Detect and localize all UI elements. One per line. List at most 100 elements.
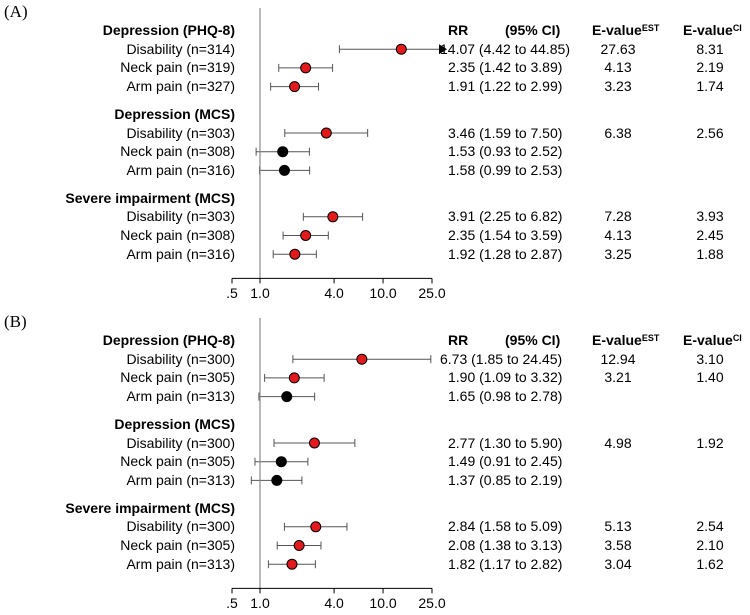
rr-ci-text: 3.46 (1.59 to 7.50): [448, 124, 563, 141]
rr-ci-text: 14.07 (4.42 to 44.85): [440, 40, 570, 57]
forest-plot-svg: [231, 318, 433, 594]
ci-arrow: [439, 44, 447, 55]
x-tick-label: 10.0: [369, 595, 397, 612]
row-label: Arm pain (n=316): [126, 245, 235, 262]
row-label: Disability (n=300): [126, 350, 235, 367]
group-title: Severe impairment (MCS): [65, 499, 235, 516]
e-value-est: 3.25: [604, 245, 632, 262]
e-value-ci: 2.19: [696, 59, 724, 76]
forest-plot-panel-a: (A) RR (95% CI) E-valueEST E-valueCI Depress…: [0, 0, 750, 305]
rr-ci-text: 2.35 (1.54 to 3.59): [448, 227, 563, 243]
row-label: Disability (n=303): [126, 124, 235, 141]
e-value-ci: 1.74: [696, 78, 724, 95]
e-value-ci: 2.45: [696, 227, 724, 243]
e-value-ci: 1.92: [696, 434, 724, 451]
e-value-est: 12.94: [600, 350, 636, 367]
group-title: Depression (PHQ-8): [102, 332, 235, 348]
e-value-ci: 1.40: [696, 369, 724, 386]
e-value-ci-header: E-valueCI: [683, 22, 742, 38]
e-value-ci: 2.10: [696, 537, 724, 553]
x-tick-label: 1.0: [250, 285, 270, 302]
row-label: Arm pain (n=313): [126, 388, 235, 405]
row-label: Neck pain (n=319): [120, 59, 235, 76]
e-value-ci: 1.62: [696, 555, 724, 572]
forest-plot-svg: [231, 8, 447, 284]
point-estimate: [277, 146, 289, 158]
e-value-est: 6.38: [604, 124, 632, 141]
row-label: Disability (n=314): [126, 40, 235, 57]
e-value-ci: 1.88: [696, 245, 724, 262]
e-value-est: 3.23: [604, 78, 632, 95]
row-label: Neck pain (n=305): [120, 369, 235, 386]
point-estimate: [310, 521, 322, 533]
point-estimate: [275, 456, 287, 468]
x-tick-label: 4.0: [324, 595, 344, 612]
rr-ci-text: 1.90 (1.09 to 3.32): [448, 369, 563, 386]
point-estimate: [278, 164, 290, 176]
x-tick-label: 1.0: [250, 595, 270, 612]
e-value-est: 3.21: [604, 369, 632, 386]
point-estimate: [327, 211, 339, 223]
ci-header: (95% CI): [505, 22, 561, 38]
e-value-ci-header-text: E-value: [683, 22, 733, 38]
e-value-est-header-text: E-value: [592, 22, 642, 38]
x-tick-label: 25.0: [418, 285, 446, 302]
row-label: Disability (n=300): [126, 434, 235, 451]
rr-ci-text: 1.53 (0.93 to 2.52): [448, 143, 563, 160]
row-label: Disability (n=303): [126, 208, 235, 225]
point-estimate: [300, 230, 312, 241]
rr-ci-text: 2.77 (1.30 to 5.90): [448, 434, 563, 451]
rr-header: RR: [448, 332, 469, 348]
e-value-est: 4.13: [604, 227, 632, 243]
row-label: Neck pain (n=308): [120, 143, 235, 160]
row-label: Arm pain (n=316): [126, 161, 235, 178]
point-estimate: [288, 372, 300, 384]
rr-ci-text: 1.91 (1.22 to 2.99): [448, 78, 563, 95]
point-estimate: [308, 437, 320, 449]
point-estimate: [289, 248, 301, 260]
point-estimate: [271, 474, 283, 486]
e-value-est: 3.58: [604, 537, 632, 553]
row-label: Neck pain (n=308): [120, 227, 235, 243]
rr-ci-text: 6.73 (1.85 to 24.45): [440, 350, 563, 367]
e-value-est: 4.13: [604, 59, 632, 76]
row-label: Neck pain (n=305): [120, 453, 235, 470]
rr-ci-text: 1.92 (1.28 to 2.87): [448, 245, 563, 262]
panel-label: (B): [4, 312, 27, 331]
e-value-est-sup: EST: [641, 23, 660, 33]
rr-ci-text: 2.08 (1.38 to 3.13): [448, 537, 563, 553]
rr-ci-text: 2.35 (1.42 to 3.89): [448, 59, 563, 76]
x-tick-label: 25.0: [418, 595, 446, 612]
group-title: Depression (PHQ-8): [102, 22, 235, 38]
e-value-ci-header-text: E-value: [683, 332, 733, 348]
x-tick-label: 10.0: [369, 285, 397, 302]
group-title: Depression (MCS): [114, 105, 235, 122]
e-value-ci: 3.10: [696, 350, 724, 367]
e-value-est: 3.04: [604, 555, 632, 572]
point-estimate: [395, 43, 407, 55]
rr-header: RR: [448, 22, 469, 38]
e-value-ci-sup: CI: [732, 23, 742, 33]
row-label: Arm pain (n=313): [126, 471, 235, 488]
rr-ci-text: 1.37 (0.85 to 2.19): [448, 471, 563, 488]
row-label: Disability (n=300): [126, 518, 235, 535]
e-value-est: 4.98: [604, 434, 632, 451]
point-estimate: [356, 353, 368, 365]
rr-ci-text: 1.82 (1.17 to 2.82): [448, 555, 563, 572]
ci-header: (95% CI): [505, 332, 561, 348]
forest-plot-panel-b: (B) RR (95% CI) E-valueEST E-valueCI Depress…: [0, 310, 750, 615]
e-value-ci: 2.56: [696, 124, 724, 141]
point-estimate: [320, 127, 332, 139]
point-estimate: [286, 558, 298, 570]
point-estimate: [281, 391, 293, 403]
panel-label: (A): [4, 2, 28, 21]
e-value-est: 7.28: [604, 208, 632, 225]
e-value-ci-sup: CI: [732, 333, 742, 343]
point-estimate: [300, 62, 312, 74]
e-value-est-header-text: E-value: [592, 332, 642, 348]
group-title: Depression (MCS): [114, 415, 235, 432]
rr-ci-text: 1.65 (0.98 to 2.78): [448, 388, 563, 405]
e-value-ci: 8.31: [696, 40, 724, 57]
row-label: Arm pain (n=313): [126, 555, 235, 572]
e-value-est-header: E-valueEST: [592, 332, 659, 348]
